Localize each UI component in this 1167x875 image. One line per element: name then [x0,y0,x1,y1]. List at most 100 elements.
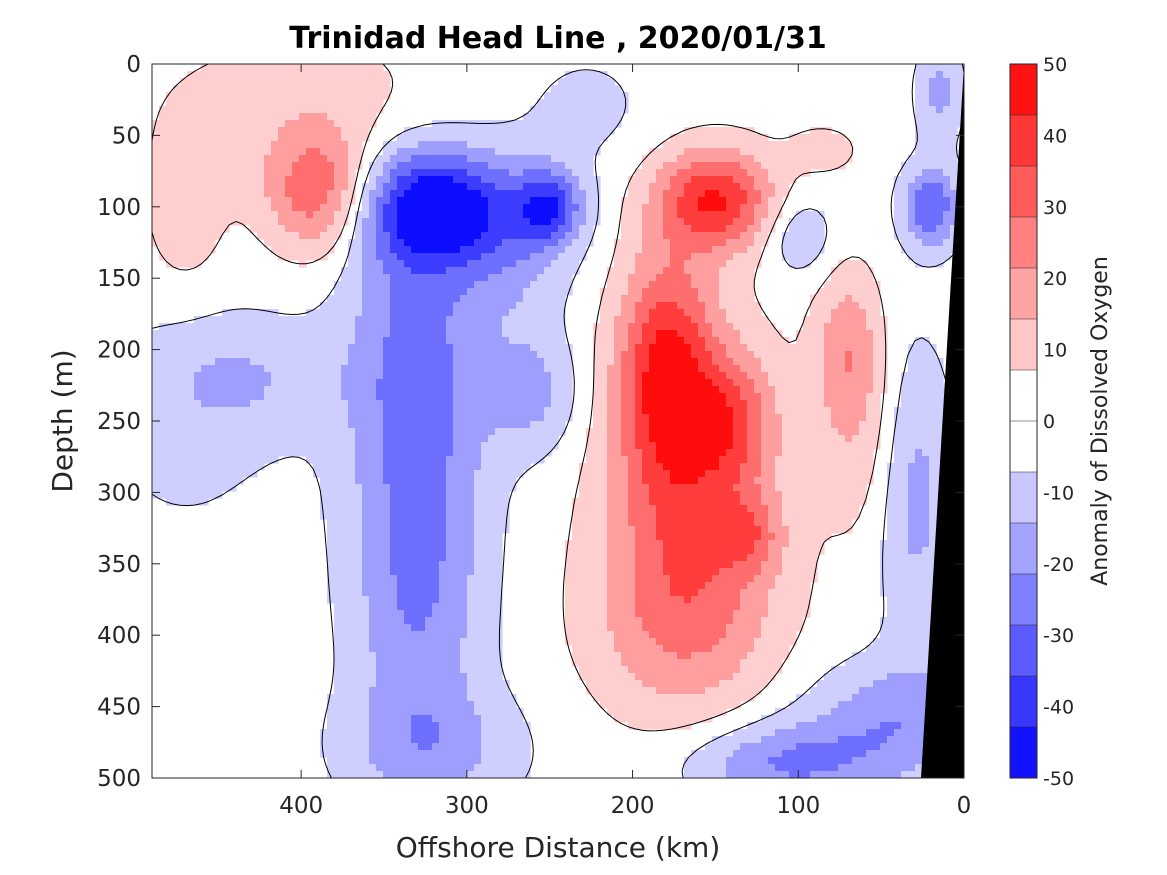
field-cell [208,407,216,415]
field-cell [502,120,510,128]
field-cell [901,176,909,184]
field-cell [684,204,692,212]
field-cell [915,92,923,100]
field-cell [362,365,370,373]
field-cell [194,225,202,233]
field-cell [432,218,440,226]
field-cell [915,365,923,373]
field-cell [838,407,846,415]
field-cell [264,232,272,240]
field-cell [306,246,314,254]
field-cell [474,232,482,240]
field-cell [362,99,370,107]
field-cell [404,302,412,310]
field-cell [656,400,664,408]
field-cell [712,421,720,429]
field-cell [915,127,923,135]
field-cell [215,64,223,72]
field-cell [719,155,727,163]
field-cell [530,176,538,184]
field-cell [278,162,286,170]
field-cell [754,330,762,338]
field-cell [173,421,181,429]
field-cell [754,456,762,464]
field-cell [425,190,433,198]
field-cell [362,386,370,394]
field-cell [264,176,272,184]
field-cell [341,176,349,184]
field-cell [579,141,587,149]
field-cell [334,421,342,429]
field-cell [390,288,398,296]
field-cell [446,246,454,254]
field-cell [418,400,426,408]
field-cell [565,351,573,359]
field-cell [530,421,538,429]
field-cell [621,428,629,436]
field-cell [761,351,769,359]
field-cell [943,218,951,226]
field-cell [180,428,188,436]
field-cell [495,358,503,366]
field-cell [782,176,790,184]
field-cell [908,351,916,359]
field-cell [243,71,251,79]
field-cell [334,85,342,93]
field-cell [635,414,643,422]
field-cell [278,442,286,450]
field-cell [488,148,496,156]
field-cell [467,260,475,268]
field-cell [838,316,846,324]
field-cell [950,225,958,233]
field-cell [173,386,181,394]
field-cell [369,218,377,226]
field-cell [509,323,517,331]
field-cell [684,400,692,408]
field-cell [257,463,265,471]
field-cell [348,421,356,429]
field-cell [250,386,258,394]
field-cell [166,218,174,226]
field-cell [579,155,587,163]
field-cell [859,358,867,366]
field-cell [383,379,391,387]
field-cell [292,379,300,387]
field-cell [663,435,671,443]
field-cell [404,246,412,254]
field-cell [523,253,531,261]
field-cell [313,218,321,226]
field-cell [159,365,167,373]
field-cell [747,358,755,366]
field-cell [271,344,279,352]
field-cell [215,141,223,149]
field-cell [593,330,601,338]
field-cell [509,358,517,366]
field-cell [768,330,776,338]
field-cell [726,393,734,401]
field-cell [194,400,202,408]
field-cell [166,162,174,170]
field-cell [810,323,818,331]
field-cell [173,351,181,359]
field-cell [628,288,636,296]
field-cell [579,176,587,184]
field-cell [341,351,349,359]
field-cell [229,169,237,177]
field-cell [159,435,167,443]
field-cell [537,407,545,415]
field-cell [208,344,216,352]
field-cell [390,253,398,261]
field-cell [509,386,517,394]
field-cell [173,99,181,107]
field-cell [607,288,615,296]
field-cell [376,449,384,457]
field-cell [355,456,363,464]
field-cell [859,435,867,443]
field-cell [194,421,202,429]
field-cell [446,351,454,359]
field-cell [600,393,608,401]
field-cell [705,400,713,408]
field-cell [285,71,293,79]
field-cell [551,176,559,184]
field-cell [299,372,307,380]
